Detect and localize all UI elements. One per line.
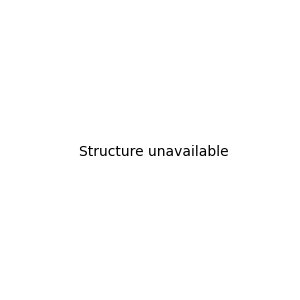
Text: Structure unavailable: Structure unavailable xyxy=(79,145,229,158)
